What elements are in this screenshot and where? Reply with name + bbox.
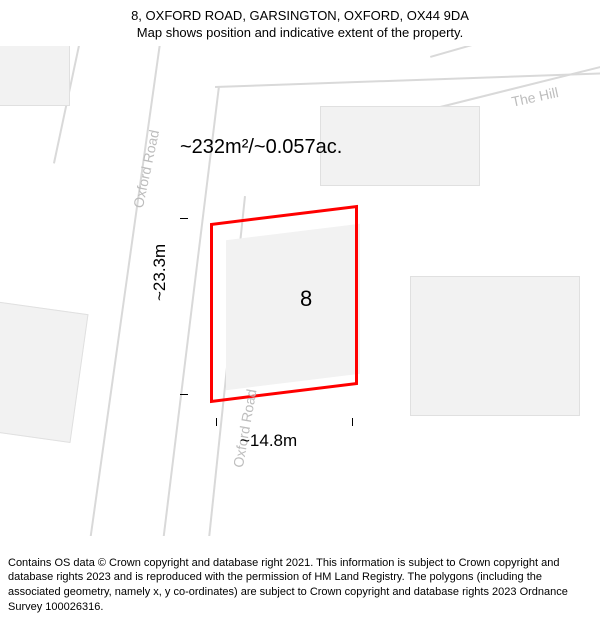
building-shape	[410, 276, 580, 416]
header-subtitle: Map shows position and indicative extent…	[10, 25, 590, 40]
area-label: ~232m²/~0.057ac.	[180, 136, 342, 159]
header: 8, OXFORD ROAD, GARSINGTON, OXFORD, OX44…	[0, 0, 600, 44]
dimension-tick	[352, 418, 353, 426]
road-name-label: Oxford Road	[130, 128, 162, 209]
building-shape	[0, 299, 89, 443]
map-canvas: Oxford RoadOxford RoadThe Hill ~232m²/~0…	[0, 46, 600, 536]
height-dimension-label: ~23.3m	[150, 244, 170, 301]
property-outline	[210, 205, 358, 403]
width-dimension-label: ~14.8m	[240, 431, 297, 451]
dimension-tick	[216, 418, 217, 426]
dimension-tick	[180, 218, 188, 219]
plot-number-label: 8	[300, 286, 312, 312]
building-shape	[320, 106, 480, 186]
header-title: 8, OXFORD ROAD, GARSINGTON, OXFORD, OX44…	[10, 8, 590, 23]
building-shape	[0, 46, 70, 106]
footer-copyright: Contains OS data © Crown copyright and d…	[0, 550, 600, 625]
road-edge	[430, 46, 600, 58]
dimension-tick	[180, 394, 188, 395]
